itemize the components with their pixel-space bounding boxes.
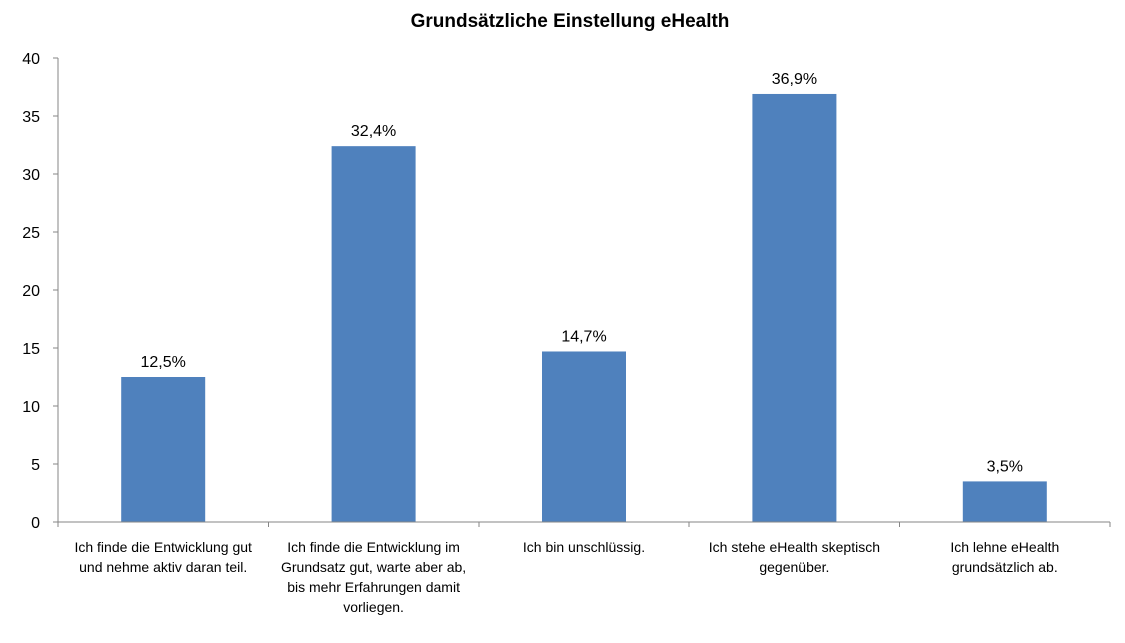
x-category-label: Ich stehe eHealth skeptisch gegenüber.	[709, 539, 880, 575]
bar	[121, 377, 206, 522]
x-category-label-line: Ich lehne eHealth	[950, 539, 1059, 555]
value-labels-group: 12,5% 32,4% 14,7% 36,9% 3,5%	[141, 71, 1024, 475]
data-label: 12,5%	[141, 354, 186, 371]
data-label: 3,5%	[987, 458, 1023, 475]
y-tick-label: 5	[31, 457, 40, 474]
x-category-label-line: bis mehr Erfahrungen damit	[287, 579, 460, 595]
x-category-label-line: Ich bin unschlüssig.	[523, 539, 645, 555]
data-label: 32,4%	[351, 123, 396, 140]
bar	[542, 351, 626, 522]
x-category-label-line: Ich finde die Entwicklung gut	[74, 539, 252, 555]
x-category-label-line: gegenüber.	[759, 559, 829, 575]
y-axis-ticks: 0 5 10 15 20 25 30 35 40	[22, 51, 1111, 532]
chart-title: Grundsätzliche Einstellung eHealth	[411, 11, 730, 32]
x-category-label: Ich lehne eHealth grundsätzlich ab.	[950, 539, 1059, 575]
x-category-label: Ich finde die Entwicklung im Grundsatz gu…	[281, 539, 466, 615]
bar	[962, 481, 1047, 522]
data-label: 36,9%	[772, 71, 817, 88]
x-axis-labels: Ich finde die Entwicklung gut und nehme a…	[74, 539, 1059, 615]
x-category-label: Ich bin unschlüssig.	[523, 539, 645, 555]
y-tick-label: 35	[22, 109, 40, 126]
bar	[331, 146, 416, 522]
y-tick-label: 15	[22, 341, 40, 358]
x-category-label-line: Ich finde die Entwicklung im	[287, 539, 460, 555]
y-tick-label: 0	[31, 515, 40, 532]
y-tick-label: 20	[22, 283, 40, 300]
data-label: 14,7%	[561, 328, 606, 345]
bar	[752, 93, 837, 523]
x-category-label-line: vorliegen.	[343, 599, 404, 615]
y-tick-label: 40	[22, 51, 40, 68]
bars-group	[121, 93, 1047, 523]
x-category-label-line: und nehme aktiv daran teil.	[79, 559, 247, 575]
y-tick-label: 10	[22, 399, 40, 416]
y-tick-label: 25	[22, 225, 40, 242]
x-category-label-line: Grundsatz gut, warte aber ab,	[281, 559, 466, 575]
x-category-label: Ich finde die Entwicklung gut und nehme a…	[74, 539, 252, 575]
x-category-label-line: Ich stehe eHealth skeptisch	[709, 539, 880, 555]
x-category-label-line: grundsätzlich ab.	[952, 559, 1058, 575]
y-tick-label: 30	[22, 167, 40, 184]
